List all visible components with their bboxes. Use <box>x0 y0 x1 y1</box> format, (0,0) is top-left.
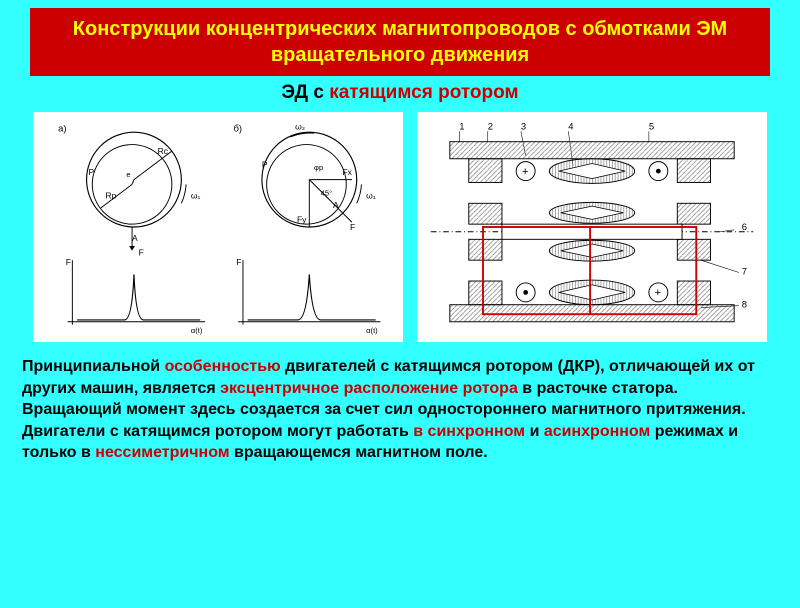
svg-text:1: 1 <box>459 121 464 132</box>
svg-text:2: 2 <box>488 121 493 132</box>
svg-text:P: P <box>88 167 94 177</box>
svg-text:3: 3 <box>521 121 526 132</box>
svg-text:ω₁: ω₁ <box>366 191 376 201</box>
diagram-row: а) Rc Rp P e A F ω₁ б) P φp Fx <box>0 112 800 342</box>
p2-t2: в синхронном <box>413 423 525 440</box>
body-text: Принципиальной особенностью двигателей с… <box>0 342 800 464</box>
paragraph-1: Принципиальной особенностью двигателей с… <box>22 356 778 421</box>
p2-t3: и <box>525 423 544 440</box>
svg-text:45°: 45° <box>321 189 332 198</box>
rotor-circles-diagram: а) Rc Rp P e A F ω₁ б) P φp Fx <box>39 118 409 336</box>
slide-header: Конструкции концентрических магнитопрово… <box>30 8 770 76</box>
svg-text:4: 4 <box>568 121 573 132</box>
svg-text:Fy: Fy <box>297 214 307 224</box>
svg-text:Rc: Rc <box>158 146 169 156</box>
svg-text:6: 6 <box>742 222 747 233</box>
svg-text:8: 8 <box>742 300 747 311</box>
p1-t2: особенностью <box>165 358 281 375</box>
svg-text:F: F <box>66 257 71 267</box>
p1-t1: Принципиальной <box>22 358 165 375</box>
label-a: а) <box>58 123 66 134</box>
svg-text:ω₁: ω₁ <box>191 191 201 201</box>
svg-text:F: F <box>139 247 144 257</box>
subtitle-prefix: ЭД с <box>281 82 329 103</box>
svg-text:F: F <box>350 222 355 232</box>
svg-text:+: + <box>522 166 529 178</box>
diagram-right-panel: 1 2 3 4 5 + <box>417 112 767 342</box>
label-b: б) <box>233 123 242 134</box>
diagram-left-panel: а) Rc Rp P e A F ω₁ б) P φp Fx <box>33 112 403 342</box>
header-title: Конструкции концентрических магнитопрово… <box>73 18 727 66</box>
p2-t7: вращающемся магнитном поле. <box>230 444 488 461</box>
svg-text:F: F <box>236 257 241 267</box>
svg-text:e: e <box>126 170 130 179</box>
svg-text:A: A <box>333 200 339 210</box>
svg-text:Fx: Fx <box>342 167 352 177</box>
svg-text:α(t): α(t) <box>191 326 203 335</box>
motor-cross-section: 1 2 3 4 5 + <box>423 118 761 336</box>
svg-text:P: P <box>262 159 268 169</box>
p1-t4: эксцентричное расположение ротора <box>220 380 518 397</box>
svg-text:φp: φp <box>314 163 323 172</box>
subtitle: ЭД с катящимся ротором <box>0 82 800 104</box>
svg-text:α(t): α(t) <box>366 326 378 335</box>
svg-text:7: 7 <box>742 266 747 277</box>
subtitle-highlight: катящимся ротором <box>329 82 518 103</box>
svg-text:ω₂: ω₂ <box>295 121 305 131</box>
svg-text:5: 5 <box>649 121 654 132</box>
svg-text:A: A <box>132 233 138 243</box>
p2-t1: Двигатели с катящимся ротором могут рабо… <box>22 423 413 440</box>
svg-text:Rp: Rp <box>106 191 117 201</box>
paragraph-2: Двигатели с катящимся ротором могут рабо… <box>22 421 778 464</box>
svg-text:+: + <box>655 287 662 299</box>
p2-t4: асинхронном <box>544 423 650 440</box>
p2-t6: нессиметричном <box>95 444 229 461</box>
